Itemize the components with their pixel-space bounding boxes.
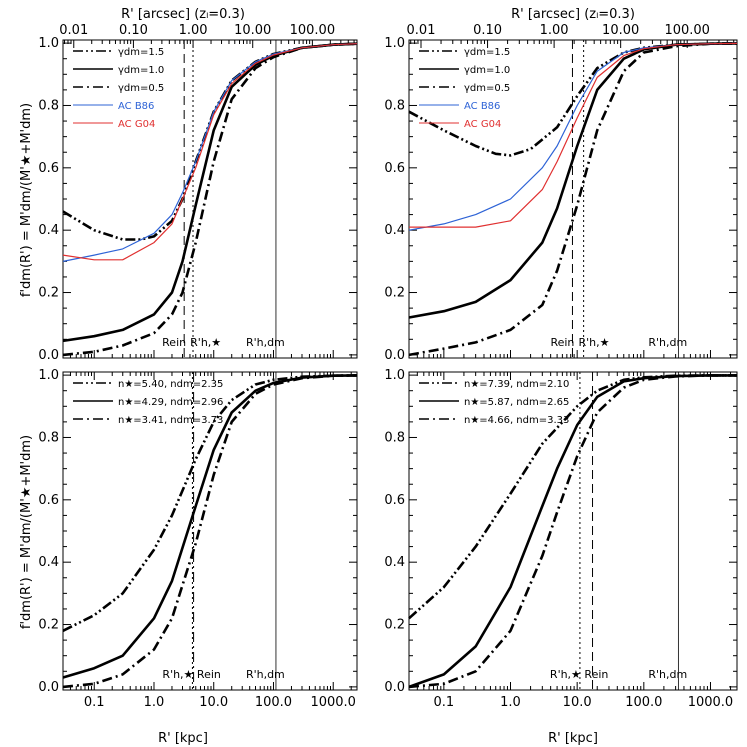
y-tick-label: 0.4: [384, 555, 405, 570]
x-tick-label: 100.0: [625, 695, 662, 710]
y-tick-label: 0.0: [384, 680, 405, 695]
top-tick-label: 1.00: [540, 23, 569, 38]
legend-label: n★=4.29, ndm=2.96: [118, 397, 223, 408]
legend-label: n★=3.41, ndm=3.73: [118, 415, 223, 426]
legend-label: n★=5.87, ndm=2.65: [464, 397, 569, 408]
legend-label: γdm=0.5: [464, 83, 510, 94]
x-tick-label: 1000.0: [310, 695, 356, 710]
top-axis-title-left: R' [arcsec] (zₗ=0.3): [121, 7, 245, 22]
top-tick-label: 0.10: [473, 23, 502, 38]
series-line: [409, 42, 738, 228]
marker-label: Rein: [550, 336, 574, 349]
x-tick-label: 100.0: [255, 695, 292, 710]
top-tick-label: 0.01: [59, 23, 88, 38]
marker-label: Rein: [584, 668, 608, 681]
y-tick-label: 0.2: [384, 286, 405, 301]
x-tick-label: 1.0: [500, 695, 521, 710]
legend-label: γdm=0.5: [118, 83, 164, 94]
top-tick-label: 10.00: [234, 23, 271, 38]
legend-label: γdm=1.5: [118, 47, 164, 58]
y-axis-title-top: f'dm(R') = M'dm/(M'★+M'dm): [19, 103, 34, 297]
legend-label: AC B86: [464, 101, 500, 112]
y-tick-label: 0.6: [38, 493, 59, 508]
y-tick-label: 0.8: [384, 430, 405, 445]
y-tick-label: 0.6: [38, 161, 59, 176]
legend-label: γdm=1.5: [464, 47, 510, 58]
y-tick-label: 0.6: [384, 493, 405, 508]
series-line: [62, 42, 358, 357]
y-tick-label: 0.4: [38, 555, 59, 570]
panel-bottom-left: 0.0 0.2 0.4 0.6 0.8 1.0 0.1 1.0 10.0 100.0 1000.0 R…: [38, 368, 358, 710]
legend-label: γdm=1.0: [118, 65, 164, 76]
bottom-axis-title-left: R' [kpc]: [158, 731, 208, 746]
top-axis-title-right: R' [arcsec] (zₗ=0.3): [511, 7, 635, 22]
y-tick-label: 0.0: [38, 348, 59, 363]
legend-label: AC B86: [118, 101, 154, 112]
legend-label: n★=4.66, ndm=3.33: [464, 415, 569, 426]
y-axis-title-bottom: f'dm(R') = M'dm/(M'★+M'dm): [19, 435, 34, 629]
legend-label: γdm=1.0: [464, 65, 510, 76]
plot-frame: [408, 371, 738, 691]
marker-label: Rein: [162, 336, 186, 349]
series-line: [408, 374, 737, 689]
y-tick-label: 0.0: [384, 348, 405, 363]
marker-label: R'h,★: [550, 668, 581, 681]
series-line: [62, 374, 358, 689]
x-tick-label: 1.0: [144, 695, 165, 710]
top-tick-label: 0.10: [119, 23, 148, 38]
series-line: [62, 374, 358, 632]
plot-frame: [408, 39, 738, 359]
x-tick-label: 10.0: [563, 695, 592, 710]
legend-label: n★=5.40, ndm=2.35: [118, 379, 223, 390]
top-tick-label: 100.00: [664, 23, 710, 38]
marker-label: R'h,★: [578, 336, 609, 349]
legend-label: n★=7.39, ndm=2.10: [464, 379, 569, 390]
y-tick-label: 1.0: [384, 368, 405, 383]
x-tick-label: 0.1: [434, 695, 455, 710]
marker-label: R'h,dm: [246, 336, 285, 349]
legend-label: AC G04: [464, 119, 501, 130]
series-line: [408, 374, 737, 689]
y-tick-label: 0.6: [384, 161, 405, 176]
top-tick-label: 0.01: [407, 23, 436, 38]
series-line: [62, 43, 358, 262]
y-tick-label: 1.0: [38, 368, 59, 383]
series-line: [408, 42, 738, 319]
x-tick-label: 1000.0: [688, 695, 734, 710]
marker-label: R'h,★: [162, 668, 193, 681]
series-line: [408, 42, 738, 157]
y-tick-label: 0.8: [384, 98, 405, 113]
panel-top-right: 0.0 0.2 0.4 0.6 0.8 1.00.01 0.10 1.00 10.00 100.0…: [384, 23, 738, 363]
y-tick-label: 0.8: [38, 430, 59, 445]
marker-label: Rein: [197, 668, 221, 681]
marker-label: R'h,dm: [246, 668, 285, 681]
x-tick-label: 10.0: [199, 695, 228, 710]
top-tick-label: 1.00: [179, 23, 208, 38]
marker-label: R'h,dm: [648, 668, 687, 681]
series-line: [408, 374, 737, 620]
y-tick-label: 1.0: [38, 36, 59, 51]
top-tick-label: 10.00: [602, 23, 639, 38]
y-tick-label: 0.4: [38, 223, 59, 238]
top-tick-label: 100.00: [290, 23, 336, 38]
y-tick-label: 0.2: [38, 618, 59, 633]
series-line: [408, 42, 738, 357]
legend-label: AC G04: [118, 119, 155, 130]
series-line: [62, 43, 358, 261]
bottom-axis-title-right: R' [kpc]: [548, 731, 598, 746]
marker-label: R'h,dm: [648, 336, 687, 349]
y-tick-label: 0.0: [38, 680, 59, 695]
y-tick-label: 0.4: [384, 223, 405, 238]
y-tick-label: 1.0: [384, 36, 405, 51]
y-tick-label: 0.8: [38, 98, 59, 113]
panel-bottom-right: 0.0 0.2 0.4 0.6 0.8 1.0 0.1 1.0 10.0 100.0 1000.0 R…: [384, 368, 738, 710]
y-tick-label: 0.2: [384, 618, 405, 633]
panel-top-left: 0.0 0.2 0.4 0.6 0.8 1.00.01 0.10 1.00 10.00 100.0…: [38, 23, 358, 363]
marker-label: R'h,★: [190, 336, 221, 349]
series-line: [62, 42, 358, 343]
x-tick-label: 0.1: [84, 695, 105, 710]
y-tick-label: 0.2: [38, 286, 59, 301]
